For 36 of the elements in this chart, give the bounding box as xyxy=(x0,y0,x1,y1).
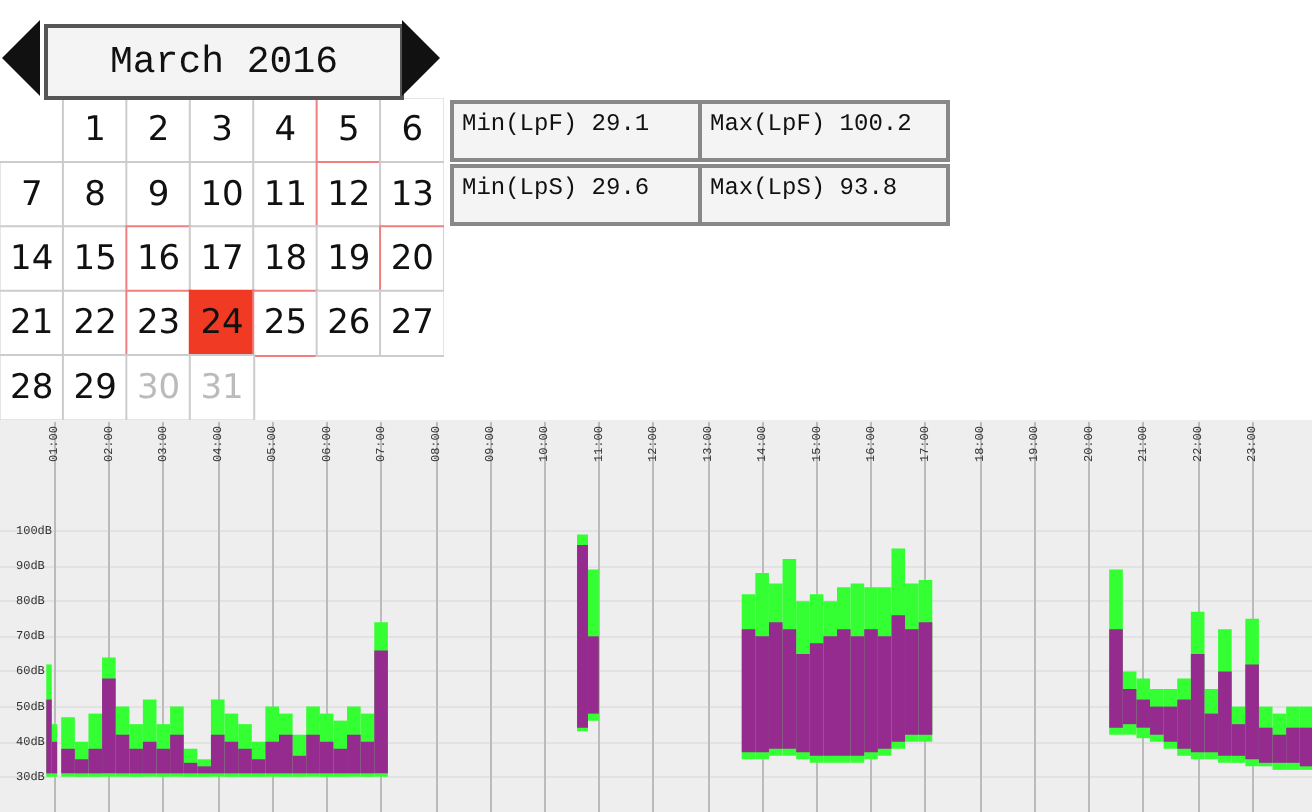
data-label: 12 xyxy=(327,174,371,215)
data-label: 22 xyxy=(73,303,117,344)
data-label: 13 xyxy=(390,174,434,215)
data-label: 29 xyxy=(73,367,117,408)
data-label: 7 xyxy=(20,174,43,215)
data-label: 8 xyxy=(84,174,106,215)
data-label: 16 xyxy=(136,239,181,279)
data-label: 26 xyxy=(327,303,371,344)
data-label: 21 xyxy=(10,303,54,344)
data-label: 27 xyxy=(390,303,434,344)
data-label: 31 xyxy=(200,367,244,408)
data-label: 6 xyxy=(401,110,424,151)
text: Max(LpF) 100.2 xyxy=(698,100,950,162)
text: Min(LpS) 29.6 xyxy=(450,164,702,226)
data-label: 10 xyxy=(200,174,244,215)
data-label: 23 xyxy=(136,303,181,344)
data-label: 28 xyxy=(10,367,54,408)
data-label: 20 xyxy=(390,239,434,279)
chart-title: March 2016 xyxy=(44,24,404,100)
data-label: 3 xyxy=(211,110,233,151)
data-label: 18 xyxy=(263,239,308,279)
data-label: 17 xyxy=(200,239,244,279)
data-label: 1 xyxy=(84,110,106,151)
data-label: 11 xyxy=(263,174,308,215)
text: Max(LpS) 93.8 xyxy=(698,164,950,226)
data-label: 15 xyxy=(73,239,117,279)
data-label: 30 xyxy=(136,367,181,408)
data-label: 4 xyxy=(274,110,297,151)
data-label: 2 xyxy=(147,110,170,151)
data-label: 5 xyxy=(338,110,360,151)
data-label: 25 xyxy=(263,303,308,344)
text: Min(LpF) 29.1 xyxy=(450,100,702,162)
data-label: 19 xyxy=(327,239,371,279)
data-label: 9 xyxy=(147,174,170,215)
data-label: 14 xyxy=(10,239,54,279)
data-label: 24 xyxy=(200,303,244,344)
